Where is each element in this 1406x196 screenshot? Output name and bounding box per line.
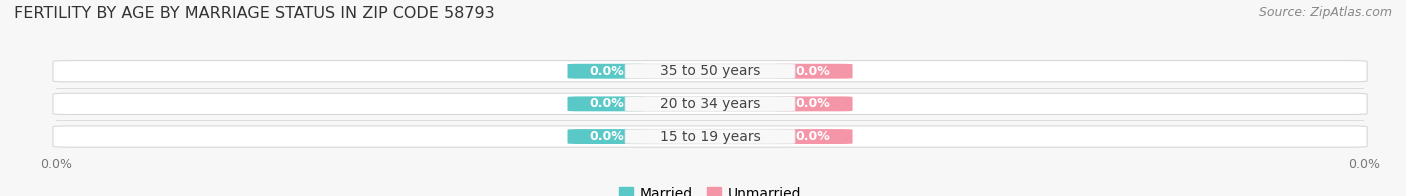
- Text: 0.0%: 0.0%: [589, 97, 624, 110]
- FancyBboxPatch shape: [568, 129, 647, 144]
- Legend: Married, Unmarried: Married, Unmarried: [613, 181, 807, 196]
- FancyBboxPatch shape: [773, 129, 852, 144]
- Text: 0.0%: 0.0%: [796, 65, 831, 78]
- Text: 20 to 34 years: 20 to 34 years: [659, 97, 761, 111]
- Text: 0.0%: 0.0%: [589, 65, 624, 78]
- FancyBboxPatch shape: [626, 129, 794, 144]
- Text: 0.0%: 0.0%: [796, 97, 831, 110]
- Text: FERTILITY BY AGE BY MARRIAGE STATUS IN ZIP CODE 58793: FERTILITY BY AGE BY MARRIAGE STATUS IN Z…: [14, 6, 495, 21]
- FancyBboxPatch shape: [773, 96, 852, 111]
- FancyBboxPatch shape: [568, 64, 647, 79]
- FancyBboxPatch shape: [568, 96, 647, 111]
- Text: 0.0%: 0.0%: [589, 130, 624, 143]
- FancyBboxPatch shape: [773, 64, 852, 79]
- FancyBboxPatch shape: [626, 64, 794, 79]
- Text: 35 to 50 years: 35 to 50 years: [659, 64, 761, 78]
- FancyBboxPatch shape: [53, 93, 1367, 114]
- FancyBboxPatch shape: [626, 97, 794, 111]
- Text: Source: ZipAtlas.com: Source: ZipAtlas.com: [1258, 6, 1392, 19]
- Text: 15 to 19 years: 15 to 19 years: [659, 130, 761, 143]
- Text: 0.0%: 0.0%: [796, 130, 831, 143]
- FancyBboxPatch shape: [53, 126, 1367, 147]
- FancyBboxPatch shape: [53, 61, 1367, 82]
